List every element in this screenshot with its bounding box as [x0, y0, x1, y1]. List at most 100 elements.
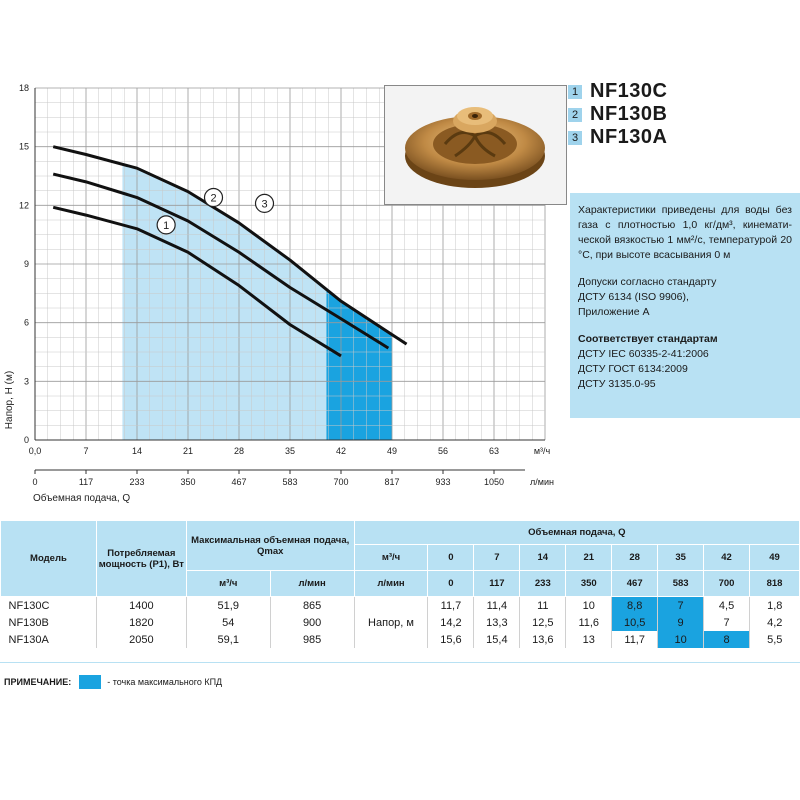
head-value-cell: 4,5 [703, 596, 750, 614]
head-value-cell: 8 [703, 631, 750, 648]
model-name-cell: NF130C [0, 596, 97, 614]
tolerance-text: Допуски согласно стандарту ДСТУ 6134 (IS… [578, 275, 792, 320]
axis-labels: 03691215180,0071171423321350284673558342… [4, 83, 554, 504]
standards-text: Соответствует стандартам ДСТУ IEC 60335-… [578, 332, 792, 392]
x-tick-label: 7 [83, 446, 88, 456]
header-power: Потребляемая мощность (P1), Вт [95, 520, 187, 597]
model-name: NF130A [590, 126, 668, 148]
y-tick-label: 6 [24, 318, 29, 328]
x-tick-label: 42 [336, 446, 346, 456]
x-tick-label: 49 [387, 446, 397, 456]
note-text: - точка максимального КПД [107, 677, 223, 687]
curve-marker-label: 3 [261, 198, 267, 210]
note-label: ПРИМЕЧАНИЕ: [4, 677, 72, 687]
x2-tick-label: 0 [32, 477, 37, 487]
x-axis-title: Объемная подача, Q [33, 492, 130, 504]
x-tick-label: 0,0 [29, 446, 42, 456]
head-value-cell: 10,5 [611, 614, 658, 631]
curve-marker-circle [203, 187, 224, 208]
table-row: NF130B 1820 54 900 14,2 13,3 12,5 11,6 10,5 9 7 4,2 [0, 614, 800, 631]
x-tick-label: 63 [489, 446, 499, 456]
table-row: NF130A 2050 59,1 985 15,6 15,4 13,6 13 11,7 10 8 5,… [0, 631, 800, 648]
head-value-cell: 13 [565, 631, 612, 648]
standard-line: ДСТУ ГОСТ 6134:2009 [578, 363, 688, 375]
header-qmax: Максимальная объемная подача, Qmax [185, 520, 355, 571]
x2-tick-label: 1050 [484, 477, 504, 487]
x-tick-label: 28 [234, 446, 244, 456]
model-legend-item: 1 NF130C [568, 80, 798, 103]
standard-line: ДСТУ 3135.0-95 [578, 378, 656, 390]
y-tick-label: 3 [24, 376, 29, 386]
x2-tick-label: 817 [384, 477, 399, 487]
model-name: NF130B [590, 103, 668, 125]
head-value-cell: 11,7 [427, 596, 474, 614]
model-legend-item: 3 NF130A [568, 126, 798, 149]
flow-m3-header: 42 [703, 544, 750, 571]
x-unit-label: м³/ч [534, 446, 551, 456]
flow-m3-header: 28 [611, 544, 659, 571]
impeller-photo [384, 85, 567, 205]
curve-2 [52, 172, 390, 350]
header-flow: Объемная подача, Q [353, 520, 800, 545]
model-number: 1 [568, 84, 582, 99]
flow-lmin-header: 350 [565, 570, 613, 597]
value-cell: 1400 [95, 596, 187, 614]
flow-m3-header: 49 [749, 544, 800, 571]
flow-lmin-header: 117 [473, 570, 521, 597]
head-value-cell: 1,8 [749, 596, 800, 614]
standard-line: ДСТУ IEC 60335-2-41:2006 [578, 348, 709, 360]
header-flow-unit-lmin: л/мин [353, 570, 429, 597]
curves [52, 145, 408, 358]
x-tick-label: 56 [438, 446, 448, 456]
performance-table: Модель Потребляемая мощность (P1), Вт Ма… [0, 520, 800, 648]
x-tick-label: 21 [183, 446, 193, 456]
value-cell: 900 [269, 614, 355, 631]
table-row: NF130C 1400 51,9 865 Напор, м 11,7 11,4 11 10 8,8… [0, 596, 800, 648]
header-qmax-m3: м³/ч [185, 570, 271, 597]
curve-marker-label: 1 [163, 220, 169, 232]
model-legend-item: 2 NF130B [568, 103, 798, 126]
value-cell: 59,1 [185, 631, 271, 648]
head-value-cell: 11,7 [611, 631, 658, 648]
head-value-cell: 15,4 [473, 631, 520, 648]
flow-lmin-header: 233 [519, 570, 567, 597]
value-cell: 865 [269, 596, 355, 614]
header-flow-unit-m3: м³/ч [353, 544, 429, 571]
impeller-icon [385, 86, 566, 204]
specification-info-box: Характеристики приведены для воды без га… [570, 193, 800, 418]
head-value-cell: 7 [657, 596, 704, 614]
x-tick-label: 14 [132, 446, 142, 456]
head-value-cell: 13,3 [473, 614, 520, 631]
x2-tick-label: 233 [129, 477, 144, 487]
model-name-cell: NF130A [0, 631, 97, 648]
head-value-cell: 11,4 [473, 596, 520, 614]
x2-tick-label: 467 [231, 477, 246, 487]
model-legend: 1 NF130C 2 NF130B 3 NF130A [568, 80, 798, 149]
flow-m3-header: 0 [427, 544, 475, 571]
x2-tick-label: 933 [435, 477, 450, 487]
tolerance-line: Приложение А [578, 306, 650, 318]
tolerance-line: ДСТУ 6134 (ISO 9906), [578, 291, 689, 303]
flow-m3-header: 7 [473, 544, 521, 571]
flow-lmin-header: 467 [611, 570, 659, 597]
flow-lmin-header: 818 [749, 570, 800, 597]
model-number: 2 [568, 107, 582, 122]
flow-lmin-header: 0 [427, 570, 475, 597]
pump-curve-chart: 03691215180,0071171423321350284673558342… [4, 83, 554, 504]
head-value-cell: 11 [519, 596, 566, 614]
head-value-cell: 4,2 [749, 614, 800, 631]
head-value-cell: 10 [657, 631, 704, 648]
x2-tick-label: 117 [79, 477, 93, 487]
flow-lmin-header: 700 [703, 570, 750, 597]
model-name: NF130C [590, 80, 668, 102]
curve-1 [52, 205, 342, 358]
y-tick-label: 12 [19, 200, 29, 210]
value-cell: 2050 [95, 631, 187, 648]
y-tick-label: 18 [19, 83, 29, 93]
note: ПРИМЕЧАНИЕ: - точка максимального КПД [4, 675, 222, 689]
conditions-text: Характеристики приведены для воды без га… [578, 204, 792, 261]
curve-marker-circle [156, 215, 176, 235]
flow-m3-header: 14 [519, 544, 567, 571]
head-value-cell: 7 [703, 614, 750, 631]
flow-m3-header: 21 [565, 544, 613, 571]
